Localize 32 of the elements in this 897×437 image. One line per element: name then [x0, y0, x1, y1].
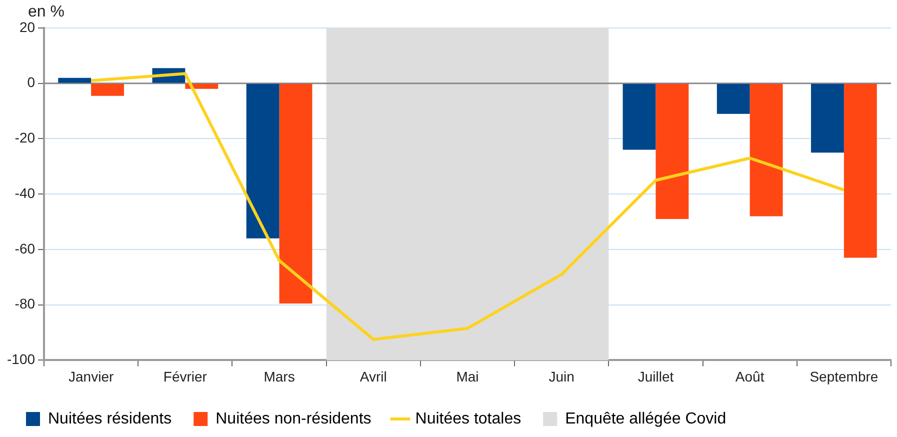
bar	[185, 84, 218, 89]
x-tick-label: Août	[735, 368, 764, 384]
bar	[656, 84, 689, 220]
x-tick-label: Mars	[264, 368, 295, 384]
legend-label: Nuitées non-résidents	[216, 410, 372, 428]
x-tick-label: Mai	[456, 368, 479, 384]
y-tick-label: -80	[14, 296, 36, 312]
bar	[279, 84, 312, 304]
y-tick-label: -60	[14, 240, 36, 256]
bar	[246, 84, 280, 238]
y-axis-title: en %	[28, 3, 64, 20]
legend-label: Enquête allégée Covid	[565, 410, 726, 428]
x-tick-label: Février	[163, 368, 208, 384]
bar	[750, 84, 783, 216]
x-tick-label: Avril	[360, 368, 387, 384]
legend-label: Nuitées résidents	[48, 410, 172, 428]
x-tick-label: Septembre	[810, 368, 878, 384]
bar	[811, 84, 844, 153]
y-tick-label: -100	[6, 351, 36, 368]
x-tick-label: Juin	[548, 368, 574, 384]
bar	[58, 78, 92, 83]
bar	[91, 84, 124, 96]
bar	[844, 84, 877, 258]
legend-label: Nuitées totales	[415, 410, 522, 428]
x-tick-label: Janvier	[68, 368, 114, 384]
y-tick-label: -20	[14, 130, 36, 146]
y-tick-label: 20	[19, 18, 36, 35]
y-tick-label: -40	[14, 184, 36, 201]
bar	[716, 84, 750, 114]
x-tick-label: Juillet	[638, 368, 674, 384]
bar	[622, 84, 656, 150]
y-tick-label: 0	[27, 74, 36, 90]
